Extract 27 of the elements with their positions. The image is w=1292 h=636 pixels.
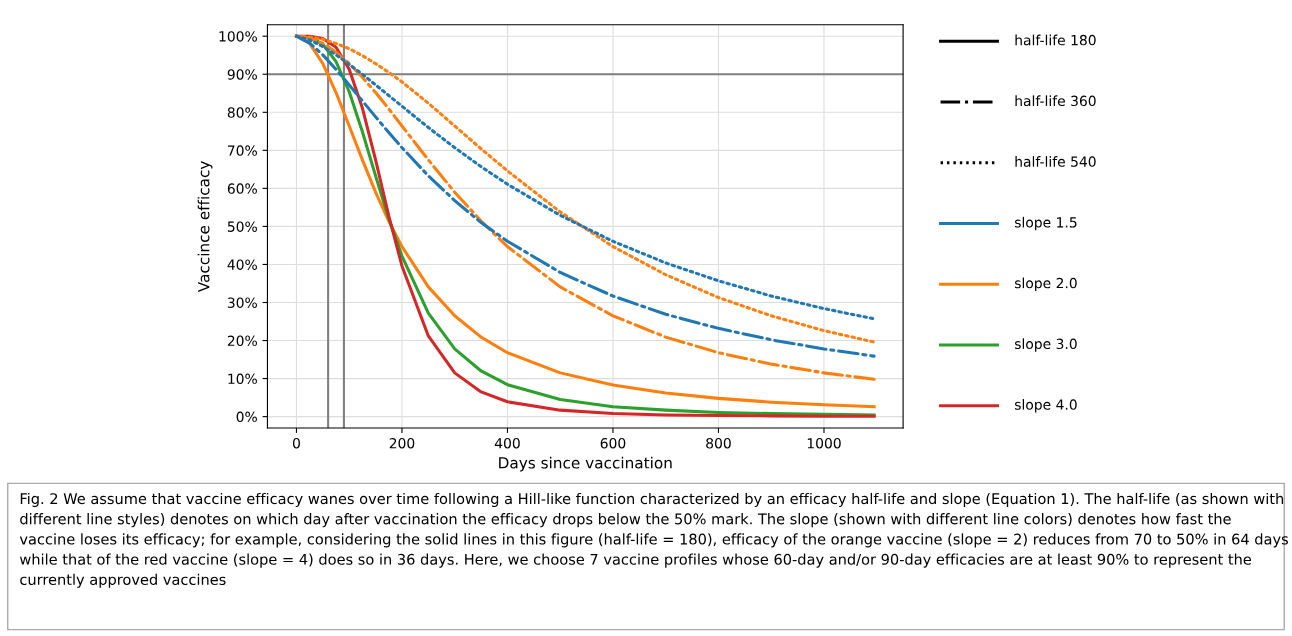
x-tick-label: 200 <box>389 438 415 449</box>
y-tick-label: 70% <box>227 145 257 156</box>
x-tick-label: 1000 <box>807 438 841 449</box>
y-tick-label: 10% <box>228 373 257 385</box>
x-tick-label: 0 <box>292 438 300 449</box>
y-tick-label: 50% <box>227 221 257 232</box>
y-tick-label: 60% <box>227 183 257 194</box>
text: half-life 540 <box>1015 156 1096 167</box>
y-tick-label: 40% <box>227 259 257 270</box>
text: slope 4.0 <box>1014 399 1077 413</box>
y-axis-title: Vaccince efficacy <box>197 161 213 293</box>
caption: Fig. 2 We assume that vaccine efficacy wanes over time following a Hill-like function characterized by an efficacy half-life and slope (Equation 1). The half-life (as shown with different line styles) denotes on which day after vaccination the efficacy drops below the 50% mark. The slope (shown with different line colors) denotes how fast the vaccine loses its efficacy; for example, considering the solid lines in this figure (half-life = 180), efficacy of the orange vaccine (slope = 2) reduces from 70 to 50% in 64 days while that of the red vaccine (slope = 4) does so in 36 days. Here, we choose 7 vaccine profiles whose 60-day and/or 90-day efficacies are at least 90% to represent the currently approved vaccines <box>19 492 1288 588</box>
x-tick-label: 600 <box>600 438 626 449</box>
text: half-life 180 <box>1015 34 1096 46</box>
text: slope 2.0 <box>1014 277 1077 292</box>
text: half-life 360 <box>1015 95 1096 107</box>
y-tick-label: 20% <box>227 335 257 347</box>
x-tick-label: 400 <box>494 438 520 449</box>
y-tick-label: 0% <box>236 411 257 423</box>
y-tick-label: 80% <box>227 107 257 118</box>
text: slope 3.0 <box>1014 338 1077 352</box>
y-tick-label: 30% <box>227 297 257 308</box>
text: slope 1.5 <box>1014 216 1077 231</box>
y-tick-label: 100% <box>219 31 257 42</box>
x-axis-title: Days since vaccination <box>499 456 672 472</box>
y-tick-label: 90% <box>227 69 257 80</box>
x-tick-label: 800 <box>706 438 731 449</box>
